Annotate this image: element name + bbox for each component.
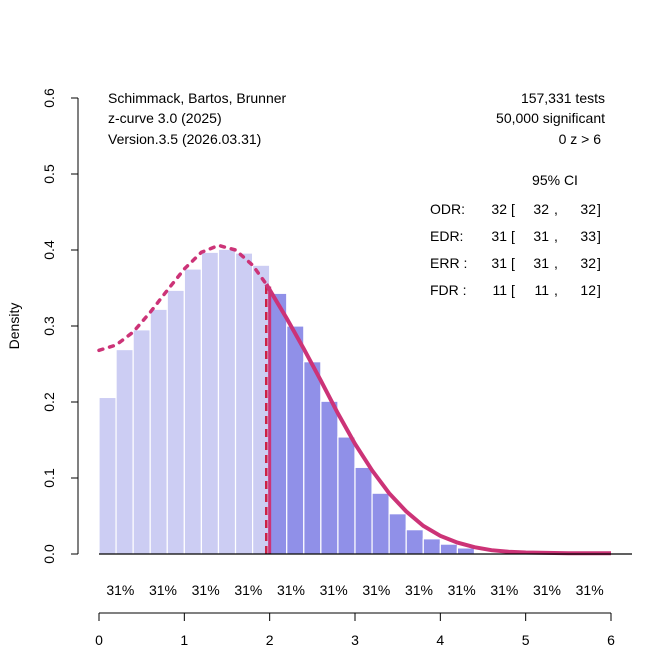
ci-close-bracket: ] [597, 228, 601, 244]
ci-row-estimate: 31 [491, 255, 507, 271]
ci-comma: , [554, 201, 558, 217]
power-label: 31% [490, 582, 518, 598]
ci-comma: , [554, 255, 558, 271]
bar-significant [320, 400, 339, 555]
histogram-bars [98, 248, 476, 555]
bar-significant [303, 361, 322, 555]
x-tick-label: 1 [180, 632, 188, 648]
x-tick-label: 4 [436, 632, 444, 648]
annotation-version: z-curve 3.0 (2025) [108, 110, 222, 126]
bar-significant [422, 538, 441, 555]
extrapolated-density-curve [97, 243, 269, 353]
ci-row-label: FDR : [430, 282, 467, 298]
annotation-tests: 157,331 tests [521, 90, 605, 106]
x-axis: 0 1 2 3 4 5 6 [95, 612, 615, 648]
ci-row-lower: 32 [533, 201, 549, 217]
y-tick-label: 0.2 [41, 392, 57, 412]
annotation-authors: Schimmack, Bartos, Brunner [108, 90, 287, 106]
y-tick-label: 0.6 [41, 88, 57, 108]
y-axis: 0.0 0.1 0.2 0.3 0.4 0.5 0.6 [41, 88, 79, 564]
x-tick-label: 0 [95, 632, 103, 648]
ci-row-upper: 32 [580, 201, 596, 217]
x-tick-label: 3 [351, 632, 359, 648]
power-label: 31% [320, 582, 348, 598]
ci-row-estimate: 31 [491, 228, 507, 244]
bar-significant [439, 543, 459, 555]
bar-nonsignificant [217, 248, 237, 555]
ci-row-estimate: 32 [491, 201, 507, 217]
bar-nonsignificant [132, 329, 151, 555]
ci-header: 95% CI [532, 172, 578, 188]
x-tick-label: 5 [522, 632, 530, 648]
annotation-left: Schimmack, Bartos, Brunner z-curve 3.0 (… [108, 90, 287, 147]
ci-close-bracket: ] [597, 255, 601, 271]
ci-row-label: ERR : [430, 255, 467, 271]
bar-nonsignificant [166, 289, 185, 555]
bar-nonsignificant [98, 396, 117, 555]
ci-row-label: ODR: [430, 201, 465, 217]
ci-close-bracket: ] [597, 282, 601, 298]
y-axis-label: Density [6, 303, 22, 350]
power-label: 31% [533, 582, 561, 598]
y-tick-label: 0.0 [41, 544, 57, 564]
power-label: 31% [149, 582, 177, 598]
bar-significant [337, 436, 356, 555]
y-tick-label: 0.3 [41, 316, 57, 336]
ci-comma: , [554, 228, 558, 244]
annotation-significant: 50,000 significant [496, 110, 605, 126]
ci-comma: , [554, 282, 558, 298]
y-tick-label: 0.1 [41, 468, 57, 488]
bar-nonsignificant [149, 308, 168, 555]
bar-significant [354, 466, 373, 555]
power-label: 31% [362, 582, 390, 598]
power-label: 31% [405, 582, 433, 598]
ci-row-label: EDR: [430, 228, 463, 244]
bar-nonsignificant [200, 251, 220, 555]
bar-significant [286, 325, 305, 555]
ci-close-bracket: ] [597, 201, 601, 217]
y-tick-label: 0.4 [41, 240, 57, 260]
power-label: 31% [192, 582, 220, 598]
ci-open-bracket: [ [511, 282, 515, 298]
bar-significant [456, 547, 476, 555]
annotation-release: Version.3.5 (2026.03.31) [108, 131, 261, 147]
ci-open-bracket: [ [511, 201, 515, 217]
power-label: 31% [106, 582, 134, 598]
power-label: 31% [277, 582, 305, 598]
ci-row-upper: 12 [580, 282, 596, 298]
x-tick-label: 2 [266, 632, 274, 648]
power-label: 31% [576, 582, 604, 598]
ci-table: ODR: 32[32, 32]EDR: 31[31, 33]ERR :31[31, 32]… [430, 201, 601, 298]
power-label: 31% [448, 582, 476, 598]
ci-row-lower: 11 [534, 282, 549, 298]
ci-open-bracket: [ [511, 255, 515, 271]
ci-row-lower: 31 [533, 228, 549, 244]
bar-nonsignificant [183, 268, 202, 555]
ci-open-bracket: [ [511, 228, 515, 244]
power-labels: 31% 31% 31% 31% 31% 31% 31% 31% 31% 31% 31% 31% [106, 582, 603, 598]
annotation-z-over-6: 0 z > 6 [559, 131, 602, 147]
ci-row-upper: 33 [580, 228, 596, 244]
bar-significant [269, 292, 288, 555]
ci-row-upper: 32 [580, 255, 596, 271]
bar-significant [388, 513, 407, 555]
annotation-right: 157,331 tests 50,000 significant 0 z > 6… [496, 90, 605, 188]
y-tick-label: 0.5 [41, 164, 57, 184]
power-label: 31% [234, 582, 262, 598]
ci-row-lower: 31 [533, 255, 549, 271]
bar-significant [371, 492, 390, 555]
ci-row-estimate: 11 [492, 282, 507, 298]
density-curves [97, 243, 611, 556]
bar-nonsignificant [234, 252, 254, 555]
fitted-density-curve [264, 283, 611, 556]
bar-significant [405, 529, 424, 555]
x-tick-label: 6 [607, 632, 615, 648]
bar-nonsignificant [115, 348, 134, 555]
